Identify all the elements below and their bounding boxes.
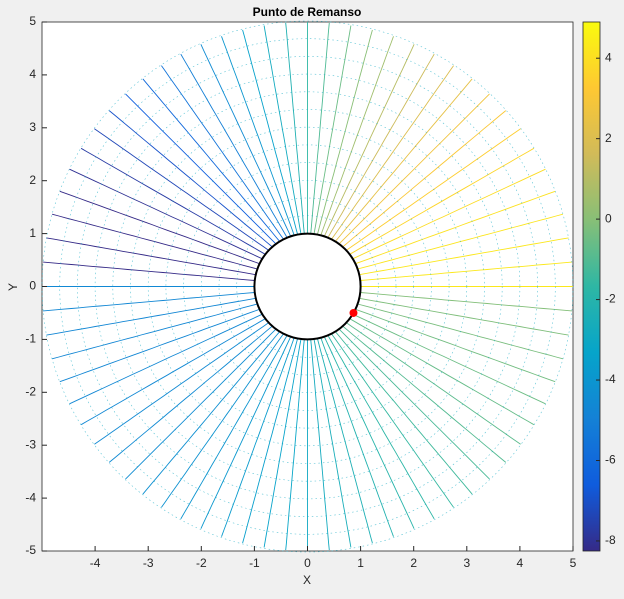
potential-ring [94,73,521,500]
streamline [349,147,535,255]
y-tick-label: -3 [25,437,36,451]
streamline [59,190,260,265]
cylinder [253,232,362,341]
streamline [331,333,454,508]
potential-ring [147,126,468,447]
y-tick-label: -5 [25,543,36,557]
x-tick-label: 0 [304,556,311,570]
streamline [323,336,415,529]
streamline [342,110,507,248]
x-tick-label: 2 [410,556,417,570]
streamline [334,331,473,495]
streamline [43,292,255,312]
stagnation-point [349,308,358,317]
y-tick-label: 3 [29,120,36,134]
potential-ring [165,144,450,429]
streamline [263,25,302,235]
streamline [310,339,330,551]
y-tick-label: -2 [25,384,36,398]
streamline [352,168,546,260]
streamline [352,313,546,405]
x-tick-label: 4 [517,556,524,570]
y-tick-label: 4 [29,67,36,81]
streamline [331,65,454,240]
streamline [263,338,302,548]
colorbar-tick-label: -2 [605,292,616,306]
streamline [313,338,352,548]
flow-mesh [41,20,574,553]
streamline [355,308,556,383]
y-tick-label: 0 [29,279,36,293]
streamline [242,338,299,544]
x-tick-label: 3 [463,556,470,570]
potential-ring [236,215,379,358]
streamline [316,338,373,544]
streamline [285,22,305,234]
y-tick-label: -1 [25,332,36,346]
streamline [310,22,330,234]
chart-title: Punto de Remanso [253,5,362,19]
colorbar-tick-label: -4 [605,372,616,386]
streamline [43,261,255,281]
potential-ring [201,180,414,393]
x-tick-label: -1 [249,556,260,570]
streamline [316,29,373,235]
colorbar-tick-label: -6 [605,453,616,467]
potential-ring [59,38,556,535]
colorbar-tick-label: 4 [605,50,612,64]
streamline [342,325,507,463]
potential-ring [77,56,538,517]
streamline [285,339,305,551]
potential-ring [130,109,485,464]
streamline [334,78,473,242]
streamline [125,328,277,480]
y-axis-label: Y [6,283,20,291]
potential-ring [218,197,397,376]
streamline [242,29,299,235]
x-tick-label: 1 [357,556,364,570]
streamline [69,313,263,405]
streamline [180,335,288,520]
x-tick-label: -4 [90,556,101,570]
x-tick-label: 5 [570,556,577,570]
streamline [323,44,415,237]
streamline [59,308,260,383]
streamline [221,337,295,537]
colorbar-tick-label: -8 [605,533,616,547]
y-tick-label: -4 [25,490,36,504]
potential-ring [112,91,503,482]
streamline [180,53,288,238]
streamline [359,237,569,276]
potential-ring [183,162,432,411]
streamline [221,36,295,236]
colorbar-tick-label: 2 [605,131,612,145]
x-axis-label: X [303,573,311,587]
colorbar-tick-label: 0 [605,211,612,225]
y-tick-label: 2 [29,173,36,187]
y-tick-label: 5 [29,14,36,28]
x-tick-label: -3 [143,556,154,570]
streamline [142,78,281,242]
streamline [313,25,352,235]
colorbar [582,21,601,552]
streamline [125,93,277,245]
y-tick-label: 1 [29,226,36,240]
streamline [142,331,281,495]
x-tick-label: -2 [196,556,207,570]
